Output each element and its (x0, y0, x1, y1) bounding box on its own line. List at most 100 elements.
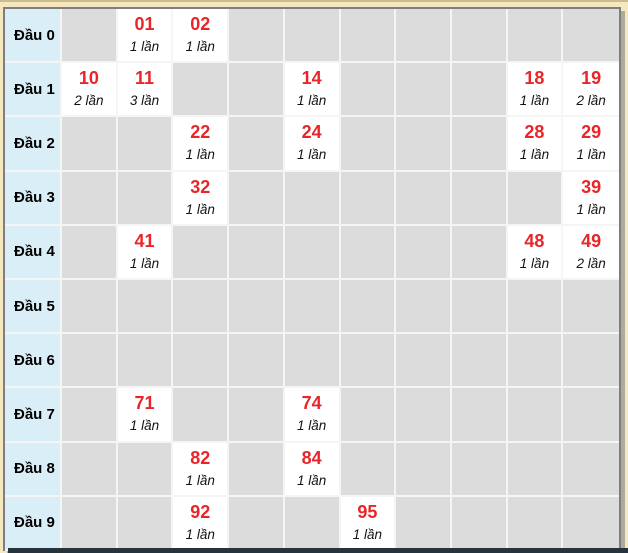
empty-cell (340, 388, 397, 443)
number-cell: 29 1 lần (563, 117, 619, 172)
empty-cell (62, 388, 118, 443)
empty-cell (451, 388, 508, 443)
empty-cell (229, 496, 285, 551)
cell-number: 24 (301, 122, 322, 143)
empty-cell (117, 117, 174, 172)
empty-cell (340, 280, 397, 335)
cell-count: 1 lần (129, 255, 160, 271)
empty-cell (340, 117, 397, 172)
empty-cell (563, 9, 619, 64)
number-cell: 95 1 lần (340, 496, 397, 551)
number-cell: 02 1 lần (173, 9, 230, 64)
empty-cell (396, 388, 452, 443)
row-label: Đầu 4 (5, 225, 62, 280)
number-cell: 49 2 lần (563, 225, 619, 280)
number-cell: 18 1 lần (507, 63, 564, 118)
empty-cell (284, 9, 341, 64)
cell-number: 71 (134, 393, 155, 414)
number-cell: 11 3 lần (117, 63, 174, 118)
empty-cell (563, 280, 619, 335)
empty-cell (340, 334, 397, 389)
empty-cell (62, 171, 118, 226)
empty-cell (451, 117, 508, 172)
empty-cell (396, 225, 452, 280)
empty-cell (62, 225, 118, 280)
empty-cell (507, 334, 564, 389)
cell-count: 1 lần (297, 418, 327, 434)
number-cell: 22 1 lần (173, 117, 230, 172)
number-cell: 24 1 lần (284, 117, 341, 172)
bottom-bar (8, 548, 628, 553)
cell-count: 2 lần (576, 93, 606, 109)
number-cell: 10 2 lần (62, 63, 118, 118)
cell-number: 14 (301, 68, 322, 89)
empty-cell (396, 496, 452, 551)
number-cell: 32 1 lần (173, 171, 230, 226)
empty-cell (284, 334, 341, 389)
cell-number: 49 (581, 230, 602, 251)
cell-number: 28 (524, 122, 545, 143)
row-label: Đầu 9 (5, 496, 62, 551)
empty-cell (229, 171, 285, 226)
cell-count: 1 lần (185, 39, 215, 54)
empty-cell (396, 63, 452, 118)
cell-number: 32 (190, 176, 211, 197)
row-label: Đầu 3 (5, 171, 62, 226)
empty-cell (62, 496, 118, 551)
cell-count: 1 lần (576, 147, 606, 163)
cell-number: 19 (581, 68, 602, 89)
empty-cell (62, 9, 118, 64)
cell-count: 2 lần (576, 255, 606, 271)
empty-cell (173, 280, 230, 335)
cell-number: 74 (301, 393, 322, 414)
empty-cell (284, 225, 341, 280)
number-cell: 84 1 lần (284, 442, 341, 497)
cell-count: 1 lần (297, 93, 327, 109)
empty-cell (507, 280, 564, 335)
empty-cell (563, 442, 619, 497)
empty-cell (173, 225, 230, 280)
empty-cell (229, 280, 285, 335)
cell-number: 22 (190, 122, 211, 143)
row-label: Đầu 0 (5, 9, 62, 64)
empty-cell (507, 9, 564, 64)
empty-cell (62, 334, 118, 389)
empty-cell (396, 171, 452, 226)
empty-cell (284, 280, 341, 335)
number-cell: 74 1 lần (284, 388, 341, 443)
number-cell: 71 1 lần (117, 388, 174, 443)
empty-cell (507, 171, 564, 226)
empty-cell (62, 117, 118, 172)
cell-number: 01 (134, 14, 155, 34)
page-top-edge (0, 0, 628, 2)
cell-number: 29 (581, 122, 602, 143)
empty-cell (340, 225, 397, 280)
empty-cell (563, 496, 619, 551)
cell-count: 1 lần (185, 201, 215, 217)
lottery-head-frequency-table: Đầu 0 01 1 lần 02 1 lần Đầu 1 10 2 lần 11 3 lần 14… (3, 7, 621, 551)
row-label: Đầu 2 (5, 117, 62, 172)
empty-cell (563, 388, 619, 443)
empty-cell (451, 280, 508, 335)
empty-cell (229, 334, 285, 389)
empty-cell (451, 496, 508, 551)
cell-count: 1 lần (129, 418, 160, 434)
empty-cell (229, 63, 285, 118)
empty-cell (229, 9, 285, 64)
empty-cell (396, 280, 452, 335)
empty-cell (396, 442, 452, 497)
empty-cell (340, 63, 397, 118)
number-cell: 82 1 lần (173, 442, 230, 497)
empty-cell (563, 334, 619, 389)
number-cell: 19 2 lần (563, 63, 619, 118)
cell-number: 48 (524, 230, 545, 251)
empty-cell (340, 442, 397, 497)
empty-cell (117, 171, 174, 226)
number-cell: 14 1 lần (284, 63, 341, 118)
cell-number: 39 (581, 176, 602, 197)
cell-count: 1 lần (185, 472, 215, 488)
empty-cell (284, 496, 341, 551)
empty-cell (507, 496, 564, 551)
cell-count: 3 lần (129, 93, 160, 109)
row-label: Đầu 7 (5, 388, 62, 443)
